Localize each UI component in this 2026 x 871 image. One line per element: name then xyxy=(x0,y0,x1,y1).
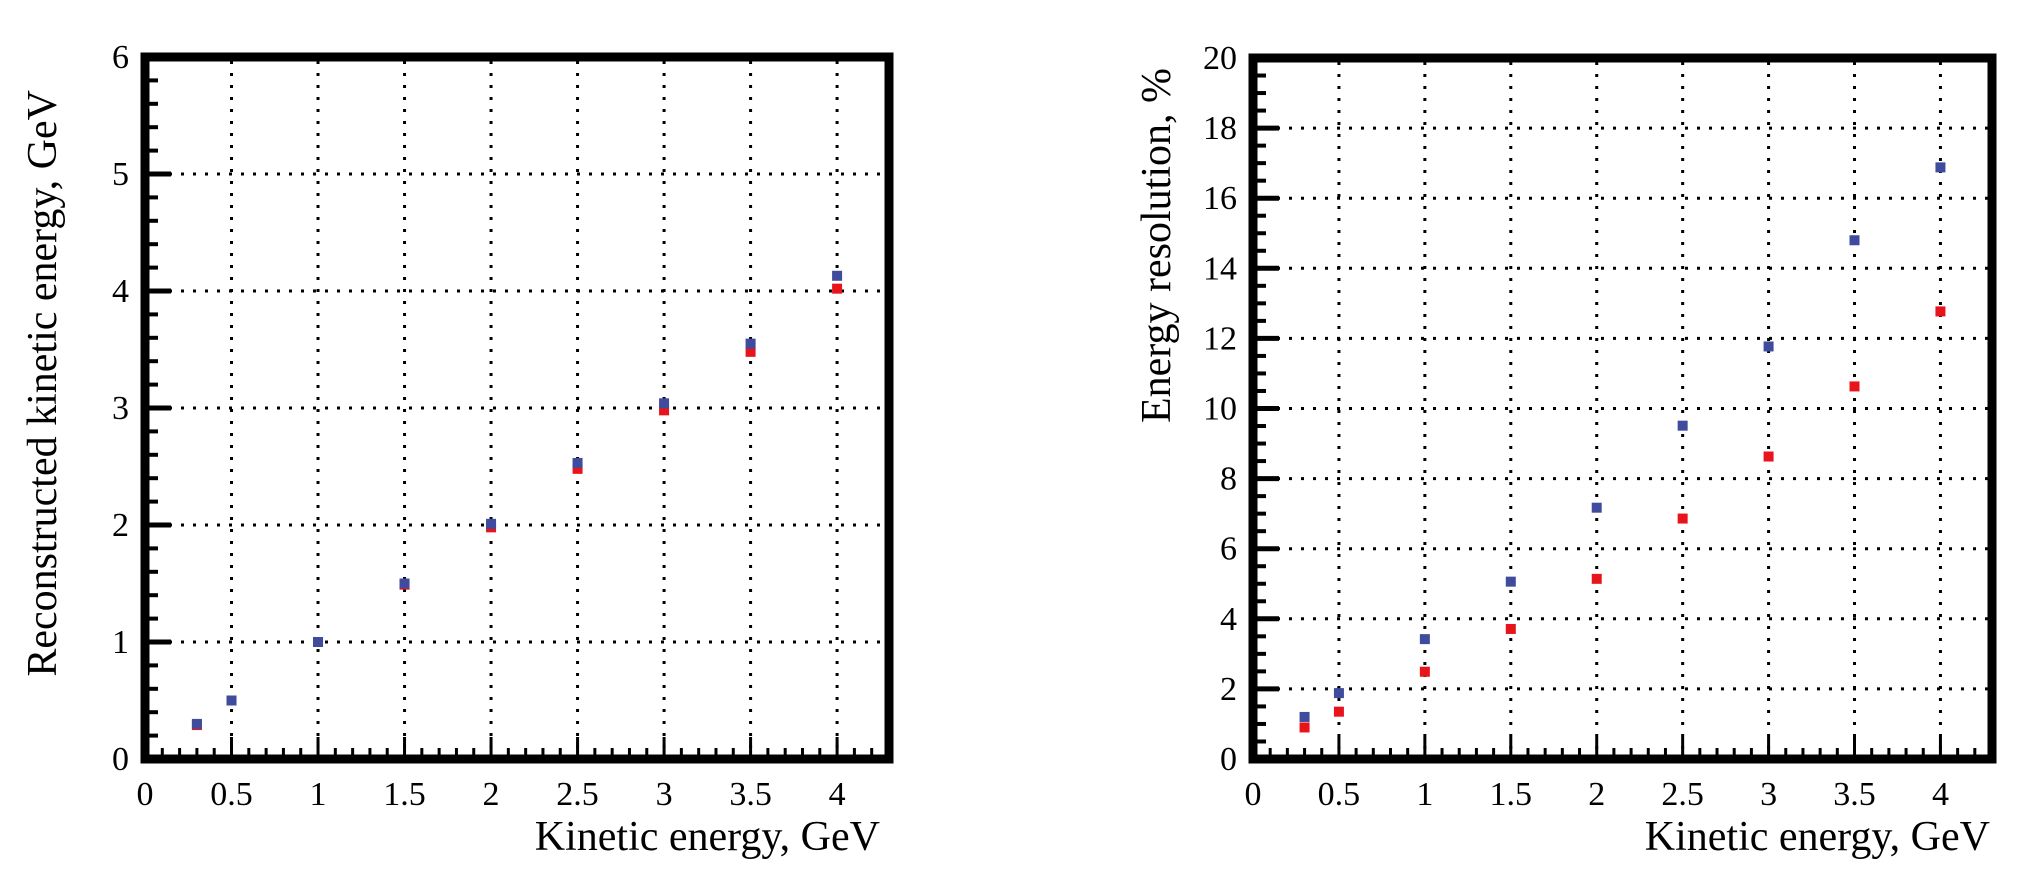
y-tick-label: 20 xyxy=(1203,40,1237,77)
y-tick-label: 16 xyxy=(1203,180,1237,217)
y-tick-label: 2 xyxy=(1220,671,1237,708)
data-point xyxy=(486,518,497,529)
axis-ticks xyxy=(1253,73,1977,759)
x-axis-title: Kinetic energy, GeV xyxy=(535,814,880,860)
y-tick-label: 14 xyxy=(1203,250,1237,287)
series-red-series xyxy=(1299,306,1946,733)
series-blue-series xyxy=(1299,162,1946,722)
grid xyxy=(157,61,889,759)
data-point xyxy=(659,398,670,409)
data-point xyxy=(226,695,237,706)
series-blue-series xyxy=(191,270,843,729)
y-axis-title: Reconstructed kinetic energy, GeV xyxy=(20,90,66,677)
x-tick-label: 1 xyxy=(310,776,327,813)
data-point xyxy=(1935,306,1946,317)
x-tick-label: 3.5 xyxy=(1833,776,1876,813)
y-tick-label: 0 xyxy=(1220,741,1237,778)
data-point xyxy=(745,338,756,349)
x-tick-label: 2.5 xyxy=(1661,776,1704,813)
y-tick-label: 4 xyxy=(1220,601,1237,638)
x-tick-label: 4 xyxy=(829,776,846,813)
data-point xyxy=(1505,576,1516,587)
y-tick-label: 8 xyxy=(1220,461,1237,498)
x-tick-label: 2.5 xyxy=(556,776,599,813)
x-tick-label: 4 xyxy=(1932,776,1949,813)
data-point xyxy=(832,270,843,281)
x-tick-label: 0 xyxy=(1245,776,1262,813)
axis-ticks xyxy=(145,78,874,759)
x-tick-label: 3 xyxy=(656,776,673,813)
data-point xyxy=(1333,688,1344,699)
x-axis-title: Kinetic energy, GeV xyxy=(1645,814,1990,860)
data-point xyxy=(313,637,324,647)
energy-resolution-chart: Kinetic energy, GeV Energy resolution, %… xyxy=(1134,40,1997,860)
grid xyxy=(1265,62,1992,759)
x-tick-label: 0 xyxy=(137,776,154,813)
x-tick-label: 2 xyxy=(1588,776,1605,813)
y-tick-label: 4 xyxy=(112,273,129,310)
x-tick-label: 0.5 xyxy=(1318,776,1361,813)
data-point xyxy=(1763,341,1774,352)
data-point xyxy=(1763,451,1774,462)
data-point xyxy=(399,578,410,589)
plot-frame xyxy=(140,52,894,764)
x-tick-label: 1 xyxy=(1416,776,1433,813)
data-point xyxy=(191,718,202,729)
data-point xyxy=(1299,722,1310,733)
x-tick-label: 0.5 xyxy=(210,776,253,813)
y-tick-label: 6 xyxy=(112,39,129,76)
x-tick-label: 3.5 xyxy=(729,776,772,813)
plot-frame xyxy=(1248,53,1997,764)
x-tick-label: 1.5 xyxy=(383,776,426,813)
data-point xyxy=(1677,420,1688,431)
y-tick-label: 12 xyxy=(1203,320,1237,357)
data-point xyxy=(659,405,670,416)
y-axis-title: Energy resolution, % xyxy=(1134,68,1180,423)
data-point xyxy=(1419,666,1430,677)
data-point xyxy=(745,346,756,357)
series-red-series xyxy=(191,283,843,731)
data-point xyxy=(1299,711,1310,722)
x-tick-label: 1.5 xyxy=(1490,776,1533,813)
y-tick-label: 2 xyxy=(112,507,129,544)
data-point xyxy=(1419,634,1430,645)
data-point xyxy=(1935,162,1946,173)
x-tick-label: 3 xyxy=(1760,776,1777,813)
y-tick-label: 5 xyxy=(112,156,129,193)
data-point xyxy=(832,283,843,294)
y-tick-label: 1 xyxy=(112,624,129,661)
data-point xyxy=(1677,513,1688,524)
data-point xyxy=(1591,502,1602,513)
reconstructed-energy-chart: Kinetic energy, GeV Reconstructed kineti… xyxy=(20,39,894,860)
data-point xyxy=(572,457,583,468)
x-tick-label: 2 xyxy=(483,776,500,813)
data-point xyxy=(1333,706,1344,717)
y-tick-label: 0 xyxy=(112,741,129,778)
data-point xyxy=(572,463,583,474)
y-tick-label: 18 xyxy=(1203,110,1237,147)
data-point xyxy=(1849,381,1860,392)
y-tick-label: 10 xyxy=(1203,391,1237,428)
data-point xyxy=(1505,623,1516,634)
y-tick-label: 3 xyxy=(112,390,129,427)
data-point xyxy=(1591,573,1602,584)
data-point xyxy=(1849,235,1860,246)
y-tick-label: 6 xyxy=(1220,531,1237,568)
